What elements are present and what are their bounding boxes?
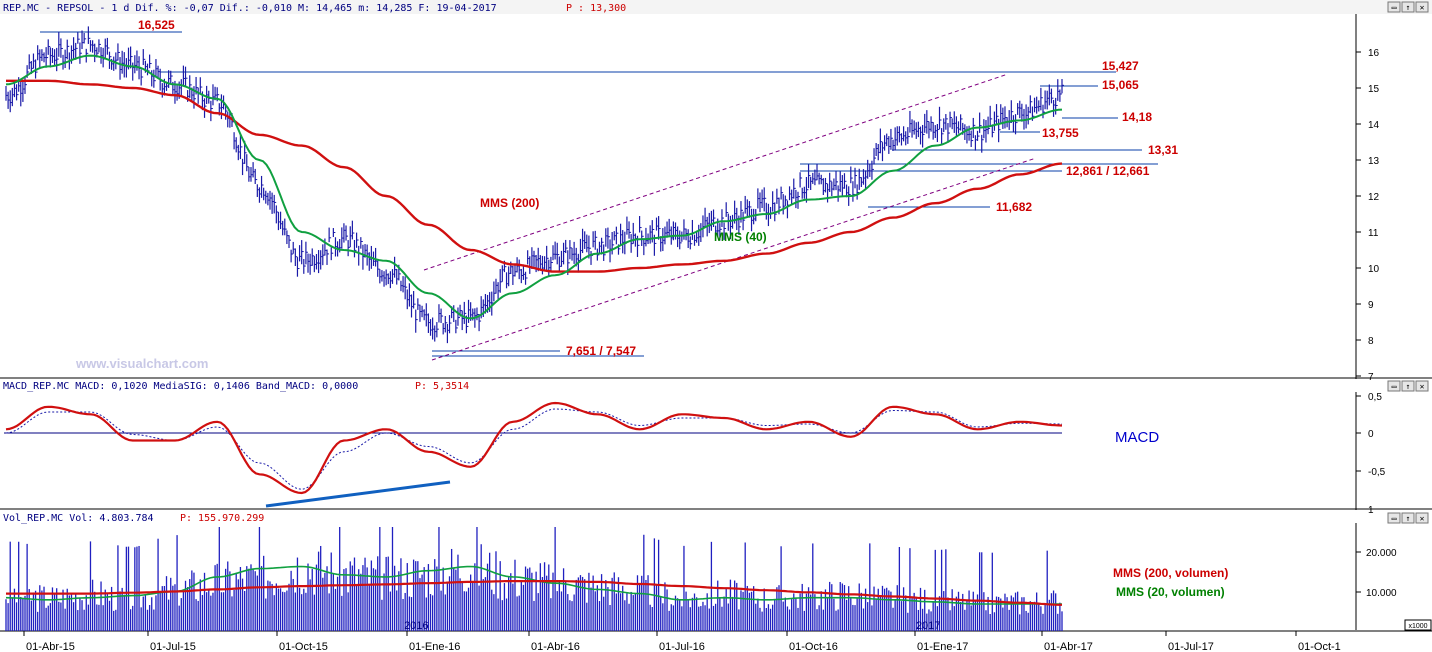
volume-y-tick-label: 20.000 bbox=[1366, 548, 1397, 559]
macd-header-extra: P: 5,3514 bbox=[415, 381, 469, 392]
volume-window-buttons: ▭ ↑ ✕ bbox=[1387, 512, 1429, 524]
high-label: 16,525 bbox=[138, 18, 175, 32]
volume-y-axis: 20.000 10.000 bbox=[1356, 548, 1397, 632]
macd-y-tick-label: 0,5 bbox=[1368, 392, 1382, 403]
volume-moving-averages bbox=[5, 565, 1062, 606]
price-y-tick-label: 13 bbox=[1368, 156, 1380, 167]
minimize-button[interactable]: ▭ bbox=[1387, 380, 1401, 392]
maximize-button[interactable]: ↑ bbox=[1401, 1, 1415, 13]
minimize-icon: ▭ bbox=[1392, 3, 1397, 12]
channel-upper-line bbox=[423, 73, 1009, 271]
year-mark-2017: 2017 bbox=[916, 620, 940, 632]
x-tick-label: 01-Oct-15 bbox=[279, 641, 328, 652]
x-tick-label: 01-Oct-16 bbox=[789, 641, 838, 652]
price-y-tick-label: 8 bbox=[1368, 336, 1374, 347]
level-11682-label: 11,682 bbox=[996, 200, 1032, 214]
macd-y-tick-label: -0,5 bbox=[1368, 467, 1386, 478]
close-icon: ✕ bbox=[1420, 514, 1425, 523]
price-y-tick-label: 15 bbox=[1368, 84, 1380, 95]
macd-y-tick-label: 1 bbox=[1368, 505, 1374, 516]
price-y-tick-label: 11 bbox=[1368, 228, 1379, 239]
minimize-icon: ▭ bbox=[1392, 382, 1397, 391]
mms40-label: MMS (40) bbox=[714, 230, 767, 244]
vol-mms200-line bbox=[6, 580, 1062, 606]
low-pair-label: 7,651 / 7,547 bbox=[566, 344, 636, 358]
price-y-tick-label: 14 bbox=[1368, 120, 1380, 131]
mms200-label: MMS (200) bbox=[480, 196, 539, 210]
close-button[interactable]: ✕ bbox=[1415, 512, 1429, 524]
x-tick-label: 01-Jul-16 bbox=[659, 641, 705, 652]
mms200-line bbox=[6, 79, 1063, 273]
price-y-tick-label: 16 bbox=[1368, 48, 1380, 59]
x-tick-label: 01-Ene-16 bbox=[409, 641, 460, 652]
price-y-axis: 7 8 9 10 11 12 13 14 15 16 bbox=[1356, 48, 1380, 383]
recent-high-label: 15,065 bbox=[1102, 78, 1139, 92]
close-icon: ✕ bbox=[1420, 3, 1425, 12]
level-1418-label: 14,18 bbox=[1122, 110, 1152, 124]
maximize-button[interactable]: ↑ bbox=[1401, 512, 1415, 524]
level-1331-label: 13,31 bbox=[1148, 143, 1178, 157]
x-tick-label: 01-Ene-17 bbox=[917, 641, 968, 652]
unit-box bbox=[1404, 619, 1432, 631]
macd-title: MACD bbox=[1115, 429, 1159, 446]
minimize-button[interactable]: ▭ bbox=[1387, 512, 1401, 524]
price-bars bbox=[5, 26, 1064, 344]
watermark: www.visualchart.com bbox=[75, 356, 208, 371]
price-header: REP.MC - REPSOL - 1 d Dif. %: -0,07 Dif.… bbox=[3, 3, 497, 14]
price-window-buttons: ▭ ↑ ✕ bbox=[1387, 1, 1429, 13]
x-tick-label: 01-Jul-15 bbox=[150, 641, 196, 652]
close-button[interactable]: ✕ bbox=[1415, 380, 1429, 392]
macd-y-tick-label: 0 bbox=[1368, 429, 1374, 440]
macd-header: MACD_REP.MC MACD: 0,1020 MediaSIG: 0,140… bbox=[3, 381, 358, 392]
volume-y-tick-label: 10.000 bbox=[1366, 588, 1397, 599]
maximize-button[interactable]: ↑ bbox=[1401, 380, 1415, 392]
maximize-icon: ↑ bbox=[1406, 382, 1411, 391]
x-tick-label: 01-Abr-16 bbox=[531, 641, 580, 652]
price-y-tick-label: 9 bbox=[1368, 300, 1374, 311]
level-13755-label: 13,755 bbox=[1042, 126, 1079, 140]
macd-line bbox=[5, 401, 1063, 495]
year-mark-2016: 2016 bbox=[404, 620, 428, 632]
price-y-tick-label: 12 bbox=[1368, 192, 1380, 203]
vol-mms200-label: MMS (200, volumen) bbox=[1113, 566, 1228, 580]
macd-y-axis: 0,5 0 -0,5 1 bbox=[1356, 392, 1386, 516]
x-tick-label: 01-Jul-17 bbox=[1168, 641, 1214, 652]
close-button[interactable]: ✕ bbox=[1415, 1, 1429, 13]
volume-header: Vol_REP.MC Vol: 4.803.784 bbox=[3, 513, 154, 524]
unit-label: x1000 bbox=[1408, 623, 1427, 630]
volume-bars bbox=[5, 527, 1063, 631]
x-tick-label: 01-Oct-1 bbox=[1298, 641, 1341, 652]
volume-header-extra: P: 155.970.299 bbox=[180, 513, 264, 524]
price-y-tick-label: 10 bbox=[1368, 264, 1380, 275]
macd-window-buttons: ▭ ↑ ✕ bbox=[1387, 380, 1429, 392]
maximize-icon: ↑ bbox=[1406, 514, 1411, 523]
resistance-label: 15,427 bbox=[1102, 59, 1139, 73]
vol-mms20-label: MMS (20, volumen) bbox=[1116, 585, 1225, 599]
price-y-tick-label: 7 bbox=[1368, 372, 1374, 383]
macd-lines bbox=[5, 401, 1063, 495]
maximize-icon: ↑ bbox=[1406, 3, 1411, 12]
close-icon: ✕ bbox=[1420, 382, 1425, 391]
minimize-icon: ▭ bbox=[1392, 514, 1397, 523]
mms40-line bbox=[5, 54, 1063, 320]
price-moving-averages bbox=[5, 54, 1063, 320]
x-axis: 01-Abr-15 01-Jul-15 01-Oct-15 01-Ene-16 01-A… bbox=[23, 631, 1341, 652]
level-pair-label: 12,861 / 12,661 bbox=[1066, 164, 1150, 178]
price-header-extra: P : 13,300 bbox=[566, 3, 626, 14]
minimize-button[interactable]: ▭ bbox=[1387, 1, 1401, 13]
x-tick-label: 01-Abr-17 bbox=[1044, 641, 1093, 652]
macd-divergence-line bbox=[265, 480, 451, 508]
x-tick-label: 01-Abr-15 bbox=[26, 641, 75, 652]
